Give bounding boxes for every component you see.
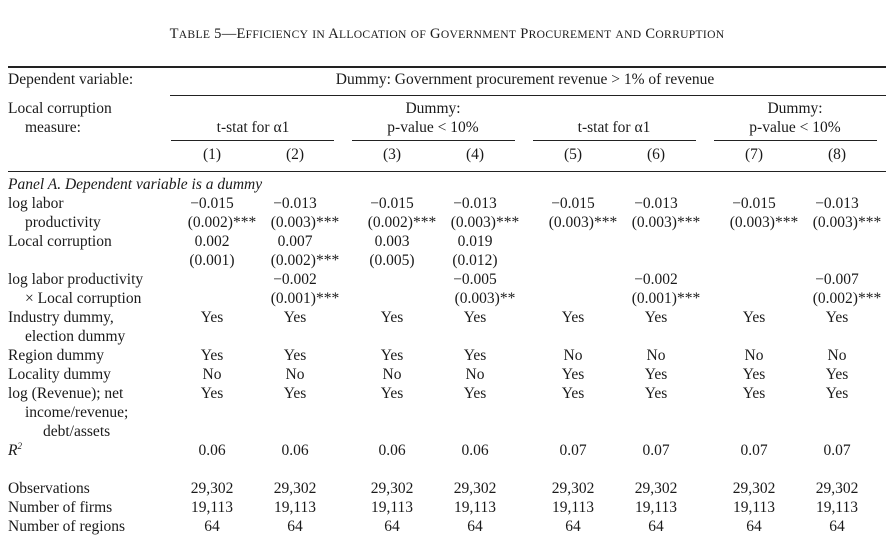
table-cell: Yes	[762, 384, 894, 403]
title-word-smallcaps: OVERNMENT	[441, 28, 516, 41]
coefficient-cell: −0.002	[220, 270, 370, 289]
standard-error-cell: (0.003)**	[410, 289, 560, 308]
table-cell: Yes	[762, 308, 894, 327]
table-cell: 64	[762, 517, 894, 536]
coefficient-cell: −0.002	[581, 270, 731, 289]
standard-error-cell: (0.012)	[400, 251, 550, 270]
title-word-cap: G	[430, 26, 441, 42]
row-label: × Local corruption	[25, 289, 141, 308]
measure-group-heading: t-stat for α1	[539, 118, 689, 137]
row-label: Region dummy	[8, 346, 104, 365]
column-group-rule	[533, 140, 696, 141]
coefficient-cell: −0.007	[762, 270, 894, 289]
standard-error-cell: (0.001)***	[591, 289, 741, 308]
table-cell: 19,113	[762, 498, 894, 517]
row-label: Industry dummy,	[8, 308, 114, 327]
measure-group-heading: Dummy:	[720, 99, 870, 118]
table-cell: No	[762, 346, 894, 365]
title-word-cap: E	[237, 26, 246, 42]
column-group-rule	[352, 140, 515, 141]
title-word-smallcaps: ROCUREMENT	[529, 28, 612, 41]
column-group-rule	[171, 140, 334, 141]
row-label: Number of regions	[8, 517, 125, 536]
row-label: income/revenue;	[25, 403, 128, 422]
standard-error-cell: (0.003)***	[772, 213, 894, 232]
title-word-smallcaps: IN	[312, 28, 325, 41]
row-label: productivity	[25, 213, 101, 232]
column-group-rule	[714, 140, 877, 141]
coefficient-cell: −0.005	[400, 270, 550, 289]
column-number: (8)	[762, 145, 894, 164]
row-label: log labor productivity	[8, 270, 143, 289]
coefficient-cell: 0.019	[400, 232, 550, 251]
title-word-smallcaps: LLOCATION	[339, 28, 407, 41]
panel-rule	[8, 171, 886, 172]
measure-group-heading: t-stat for α1	[178, 118, 328, 137]
standard-error-cell: (0.001)***	[230, 289, 380, 308]
row-label: log (Revenue); net	[8, 384, 123, 403]
row-label: Observations	[8, 479, 90, 498]
table-title: TABLE 5—EFFICIENCY IN ALLOCATION OF GOVE…	[0, 26, 894, 43]
measure-label: measure:	[25, 118, 81, 137]
r-squared-superscript: 2	[17, 441, 22, 451]
row-label: Locality dummy	[8, 365, 111, 384]
measure-group-heading: p-value < 10%	[358, 118, 508, 137]
measure-label: Local corruption	[8, 99, 112, 118]
title-word-cap: A	[328, 26, 339, 42]
table-cell: 29,302	[762, 479, 894, 498]
measure-group-heading: Dummy:	[358, 99, 508, 118]
row-label: Number of firms	[8, 498, 112, 517]
title-word-cap: P	[520, 26, 528, 42]
title-word-cap: C	[645, 26, 655, 42]
table-cell: 0.07	[762, 441, 894, 460]
row-label: Local corruption	[8, 232, 112, 251]
title-word-smallcaps: AND	[615, 28, 641, 41]
coefficient-cell: −0.013	[762, 194, 894, 213]
title-word-smallcaps: FFICIENCY	[246, 28, 309, 41]
r-squared-label: R2	[8, 441, 22, 460]
row-label: log labor	[8, 194, 64, 213]
dependent-variable-rule	[170, 95, 886, 96]
standard-error-cell: (0.002)***	[772, 289, 894, 308]
panel-label: Panel A. Dependent variable is a dummy	[8, 175, 262, 194]
title-word-smallcaps: OF	[411, 28, 426, 41]
dependent-variable-value: Dummy: Government procurement revenue > …	[300, 70, 750, 89]
measure-group-heading: p-value < 10%	[720, 118, 870, 137]
dependent-variable-label: Dependent variable:	[8, 70, 133, 89]
row-label: election dummy	[25, 327, 125, 346]
table-cell: Yes	[762, 365, 894, 384]
title-word-smallcaps: ORRUPTION	[655, 28, 724, 41]
top-rule	[8, 66, 886, 68]
row-label: debt/assets	[43, 422, 110, 441]
